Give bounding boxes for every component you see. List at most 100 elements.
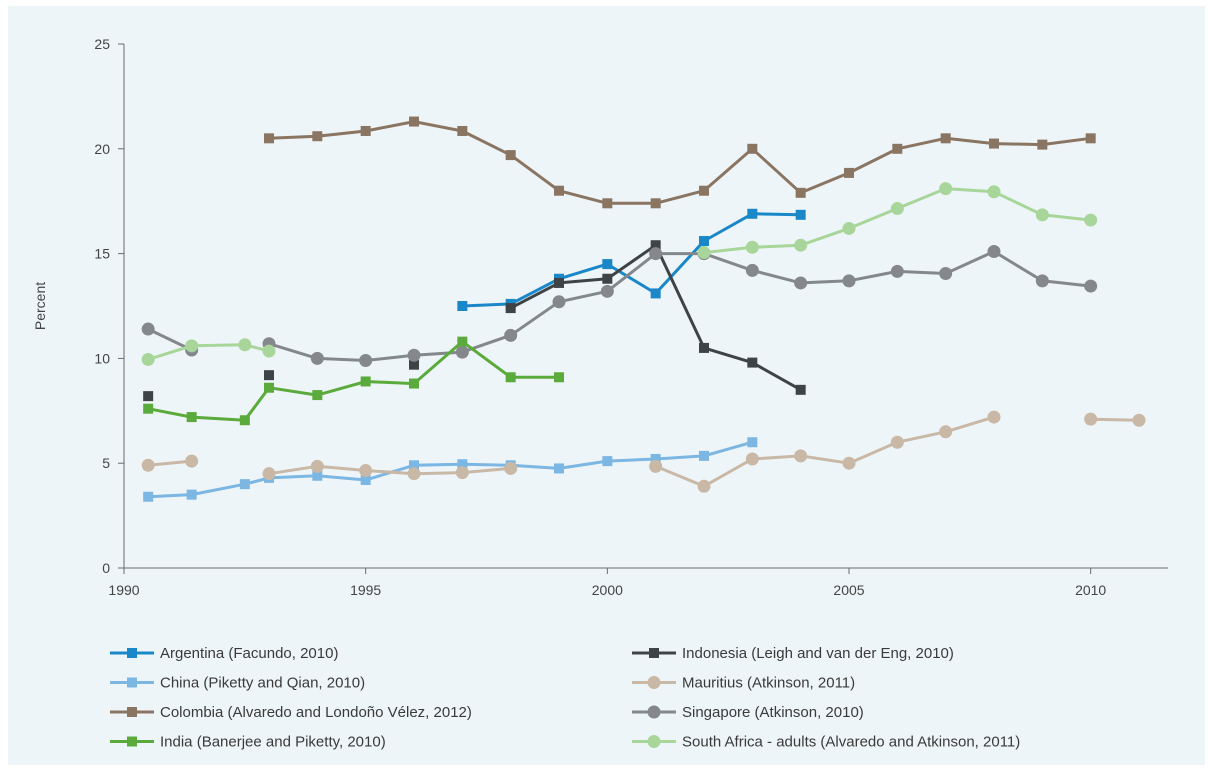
series-layer xyxy=(141,116,1146,502)
data-point xyxy=(747,357,758,368)
data-point xyxy=(457,125,468,136)
data-point xyxy=(141,352,155,366)
data-point xyxy=(649,247,663,261)
legend-swatch-marker xyxy=(127,677,137,688)
data-point xyxy=(747,143,758,154)
data-point xyxy=(143,391,154,402)
data-point xyxy=(890,435,904,449)
series-line xyxy=(268,464,511,476)
legend-swatch-marker xyxy=(127,648,137,658)
legend-label: Colombia (Alvaredo and Londoño Vélez, 20… xyxy=(160,704,472,721)
data-point xyxy=(795,209,806,220)
x-tick-label: 2000 xyxy=(592,582,623,598)
data-point xyxy=(1037,139,1048,150)
data-point xyxy=(699,450,709,461)
x-tick-label: 2010 xyxy=(1075,582,1106,598)
legend-label: India (Banerjee and Piketty, 2010) xyxy=(160,734,386,751)
data-point xyxy=(794,238,808,252)
data-point xyxy=(1084,412,1098,426)
series-line xyxy=(268,120,1091,205)
series-4 xyxy=(264,116,1096,209)
data-point xyxy=(310,459,324,473)
data-point xyxy=(650,198,661,209)
data-point xyxy=(505,303,516,314)
data-point xyxy=(890,264,904,278)
data-point xyxy=(407,348,421,362)
series-line xyxy=(147,343,270,361)
data-point xyxy=(1084,213,1098,227)
data-point xyxy=(939,425,953,439)
series-1 xyxy=(143,240,806,402)
data-point xyxy=(650,288,661,299)
legend-swatch-marker xyxy=(647,735,661,748)
data-point xyxy=(409,116,419,127)
data-point xyxy=(1085,133,1096,144)
data-point xyxy=(239,479,250,490)
data-point xyxy=(185,339,199,353)
data-point xyxy=(794,449,808,463)
data-point xyxy=(312,470,323,481)
legend-item: India (Banerjee and Piketty, 2010) xyxy=(110,734,386,751)
series-line xyxy=(268,250,1091,362)
series-6 xyxy=(143,336,564,426)
data-point xyxy=(987,245,1001,259)
data-point xyxy=(186,489,197,500)
data-point xyxy=(747,437,758,448)
y-tick-label: 10 xyxy=(94,350,110,366)
y-tick-label: 25 xyxy=(94,36,110,52)
data-point xyxy=(264,370,274,381)
data-point xyxy=(1035,208,1049,222)
data-point xyxy=(409,460,419,471)
data-point xyxy=(940,133,951,144)
data-point xyxy=(892,143,903,154)
data-point xyxy=(504,328,518,342)
legend-item: Argentina (Facundo, 2010) xyxy=(110,645,338,662)
axes: 0 5 10 15 20 25 1990 1995 2000 2005 2010 Percent xyxy=(32,36,1168,598)
data-point xyxy=(844,167,854,178)
legend-swatch-marker xyxy=(649,648,659,658)
data-point xyxy=(143,491,154,502)
data-point xyxy=(650,240,661,251)
series-line xyxy=(1090,417,1140,422)
data-point xyxy=(602,198,613,209)
y-tick-label: 20 xyxy=(94,141,110,157)
data-point xyxy=(554,185,564,196)
legend-swatch-marker xyxy=(127,707,137,717)
data-point xyxy=(554,463,564,474)
data-point xyxy=(794,276,808,290)
x-tick-label: 1995 xyxy=(350,582,381,598)
data-point xyxy=(697,246,711,260)
data-point xyxy=(141,458,155,472)
legend-label: China (Piketty and Qian, 2010) xyxy=(160,675,365,692)
x-tick-label: 1990 xyxy=(108,582,139,598)
data-point xyxy=(600,284,614,298)
legend-label: South Africa - adults (Alvaredo and Atki… xyxy=(682,734,1020,751)
data-point xyxy=(602,273,613,284)
data-point xyxy=(505,150,516,161)
series-0 xyxy=(457,208,806,311)
series-line xyxy=(703,187,1091,255)
legend-item: Indonesia (Leigh and van der Eng, 2010) xyxy=(632,645,954,662)
data-point xyxy=(409,359,419,370)
data-point xyxy=(842,274,856,288)
data-point xyxy=(264,382,274,393)
data-point xyxy=(697,479,711,493)
data-point xyxy=(602,456,613,467)
data-point xyxy=(360,376,371,387)
legend-swatch-marker xyxy=(647,676,661,689)
data-point xyxy=(262,467,276,481)
x-tick-label: 2005 xyxy=(833,582,864,598)
data-point xyxy=(795,384,806,395)
data-point xyxy=(745,240,759,254)
data-point xyxy=(262,344,276,358)
legend: Argentina (Facundo, 2010) Indonesia (Leig… xyxy=(110,645,1020,751)
series-line xyxy=(462,212,801,308)
data-point xyxy=(1035,274,1049,288)
data-point xyxy=(747,208,758,219)
data-point xyxy=(457,301,468,311)
data-point xyxy=(409,378,419,389)
data-point xyxy=(554,277,564,288)
data-point xyxy=(455,345,469,359)
y-tick-label: 5 xyxy=(102,455,110,471)
data-point xyxy=(989,138,999,149)
